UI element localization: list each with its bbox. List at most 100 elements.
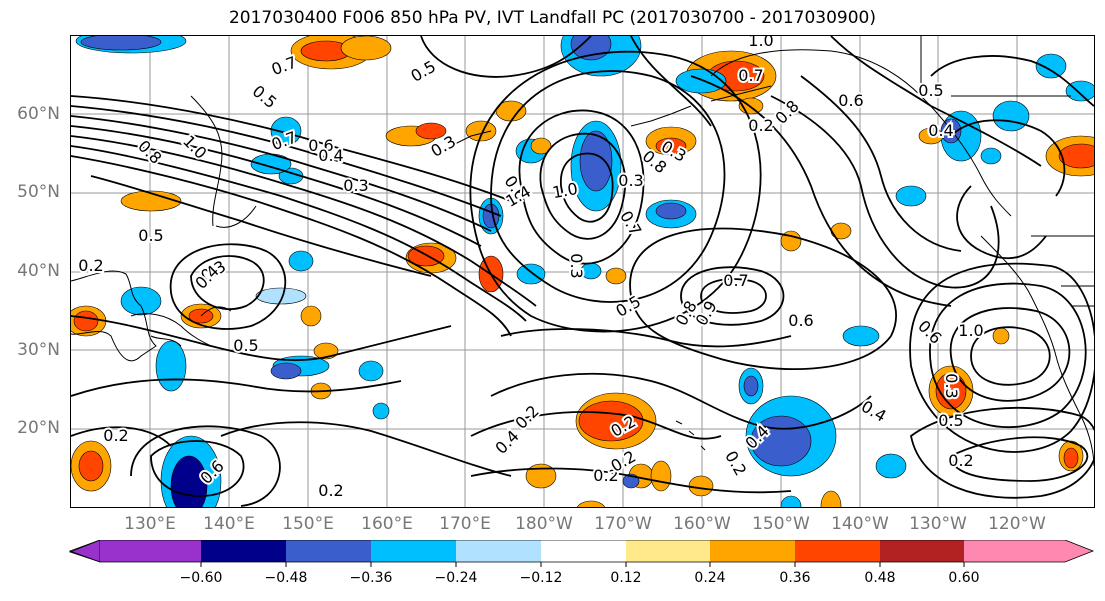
pv-anomaly-patch	[675, 68, 727, 94]
pv-anomaly-patch	[605, 267, 627, 285]
lon-label: 160°E	[361, 514, 413, 534]
contour-line	[469, 50, 762, 333]
colorbar-tick-label: 0.12	[610, 570, 642, 586]
lon-label: 130°E	[124, 514, 176, 534]
pv-anomaly-patch	[1063, 447, 1079, 469]
map-plot: 0.7 0.50.51.00.80.70.60.50.40.31.0 0.7 0.60…	[71, 36, 1094, 507]
pv-anomaly-patch	[78, 450, 104, 482]
pv-anomaly-patch	[120, 190, 182, 212]
pv-anomaly-patch	[842, 325, 880, 347]
pv-anomaly-patch	[358, 360, 384, 382]
colorbar-outline	[68, 540, 1095, 563]
pv-anomaly-patch	[1058, 143, 1094, 169]
contour-label: 0.2	[78, 256, 103, 275]
contour-label: 0.5	[407, 57, 439, 86]
contour-label: 0.2	[103, 426, 128, 445]
colorbar-segment	[880, 540, 964, 562]
contour-line	[470, 467, 792, 494]
hawaii	[675, 420, 706, 451]
pv-anomaly-patch	[918, 127, 944, 145]
contour-label: 0.5	[918, 81, 943, 100]
lon-label: 160°W	[673, 514, 731, 534]
pv-anomaly-patch	[1035, 53, 1067, 79]
lon-label: 150°E	[282, 514, 334, 534]
lat-label: 60°N	[17, 104, 60, 124]
contour-label: 0.3	[567, 253, 586, 278]
pv-anomaly-patch	[820, 490, 842, 507]
lon-label: 140°W	[831, 514, 889, 534]
contour-label: 0.6	[308, 136, 333, 155]
contour-label: 0.2	[593, 466, 618, 485]
colorbar-segment	[456, 540, 541, 562]
contour-line	[800, 75, 962, 252]
pv-anomaly-patch	[992, 100, 1030, 132]
contour-line	[420, 36, 592, 78]
contour-line	[490, 372, 872, 430]
contour-label: 1.0	[551, 179, 579, 202]
contour-line	[770, 95, 1000, 289]
lon-label: 140°E	[203, 514, 255, 534]
colorbar-tick-label: −0.48	[264, 570, 308, 586]
contour-label: 1.0	[958, 321, 983, 340]
contour-label: 0.5	[138, 226, 163, 245]
colorbar-segment	[286, 540, 371, 562]
contour-line	[956, 185, 1047, 260]
lon-label: 170°E	[439, 514, 491, 534]
pv-anomaly-patch	[73, 310, 99, 332]
colorbar-extend-min	[68, 540, 101, 563]
contour-label: 0.2	[721, 447, 750, 479]
contour-label: 0.4	[928, 121, 953, 140]
contour-label: 0.2	[948, 451, 973, 470]
pv-anomaly-patch	[895, 185, 927, 207]
colorbar-tick-label: −0.36	[349, 570, 393, 586]
contour-line	[680, 266, 785, 326]
colorbar-tick-label: −0.24	[434, 570, 478, 586]
pv-anomaly-patch	[465, 120, 497, 142]
contour-line	[71, 105, 502, 217]
contour-line	[71, 155, 512, 337]
pv-anomaly-patch	[980, 147, 1002, 165]
contour-label: 0.6	[788, 311, 813, 330]
contour-label: 1.0	[748, 36, 773, 50]
contour-line	[950, 119, 1066, 197]
pv-anomaly-patch	[650, 460, 672, 492]
contour-line	[630, 36, 712, 127]
contour-line	[500, 328, 792, 348]
contour-line	[490, 70, 726, 303]
aleutians	[450, 85, 772, 147]
pv-anomaly-patch	[743, 375, 759, 397]
pv-anomaly-patch	[80, 36, 162, 51]
contour-line	[71, 378, 402, 397]
lon-label: 170°W	[594, 514, 652, 534]
contour-line	[190, 255, 265, 311]
pv-anomaly-patch	[255, 287, 307, 305]
pv-anomaly-patch	[578, 400, 644, 442]
colorbar-segment	[541, 540, 626, 562]
pv-anomaly-patch	[992, 327, 1010, 345]
contour-label: 0.2	[511, 401, 542, 432]
contour-line	[929, 282, 1087, 429]
contour-label: 0.4	[858, 397, 890, 426]
contour-line	[71, 145, 527, 322]
pv-anomaly-patch	[525, 463, 557, 489]
pv-anomaly-patch	[155, 340, 187, 392]
pv-anomaly-patch	[935, 372, 967, 410]
pv-anomaly-patch	[780, 495, 802, 507]
contour-line	[470, 411, 722, 440]
contour-line	[220, 421, 512, 477]
pv-anomaly-patch	[875, 453, 907, 479]
contour-line	[90, 175, 432, 277]
contour-label: 0.6	[914, 316, 945, 347]
contour-label: 0.2	[748, 116, 773, 135]
lon-label: 130°W	[909, 514, 967, 534]
pv-anomaly-patch	[288, 250, 314, 272]
contour-line	[71, 125, 482, 247]
pv-anomaly-patch	[300, 305, 322, 327]
colorbar-extend-max	[964, 540, 1093, 562]
colorbar-tick-label: 0.24	[694, 570, 726, 586]
pv-anomaly-patch	[780, 230, 802, 252]
pv-anomaly-patch	[688, 475, 714, 497]
lat-label: 40°N	[17, 261, 60, 281]
pv-anomaly-patch	[576, 500, 606, 507]
contour-line	[518, 109, 645, 265]
